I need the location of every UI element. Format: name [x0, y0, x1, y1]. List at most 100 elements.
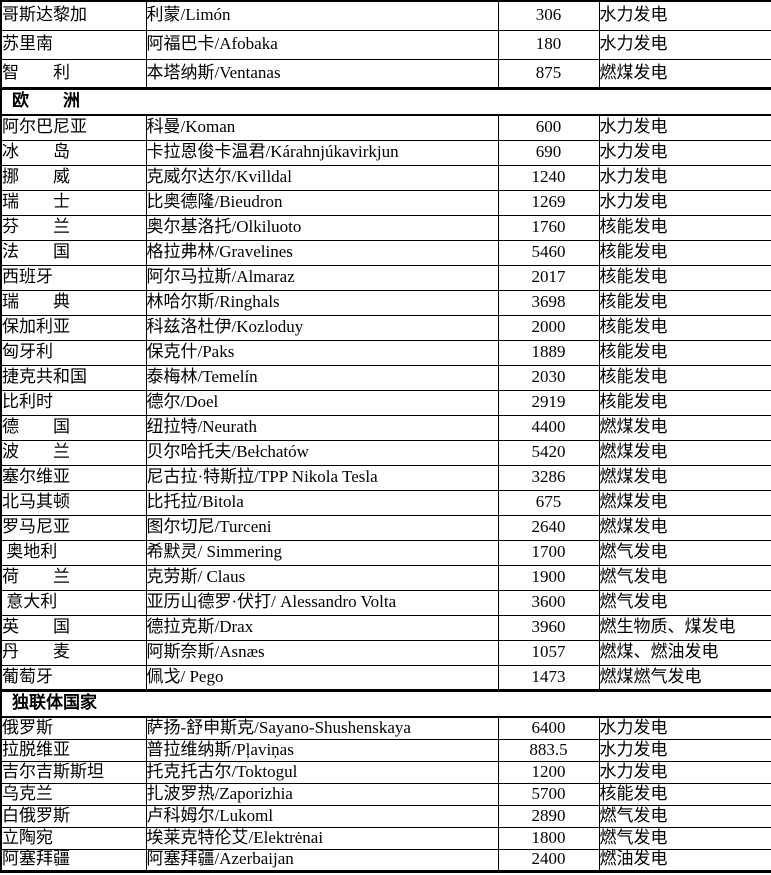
cell-capacity: 1269: [497, 189, 600, 216]
table-row: 立陶宛 埃莱克特伦艾/Elektrėnai 1800 燃气发电: [0, 826, 771, 850]
table-row: 荷 兰克劳斯/ Claus 1900 燃气发电: [0, 564, 771, 591]
cell-plant: 卢科姆尔/Lukoml: [145, 804, 499, 828]
table-row: 丹 麦阿斯奈斯/Asnæs 1057 燃煤、燃油发电: [0, 639, 771, 666]
cell-type: 核能发电: [598, 339, 771, 366]
table-row: 西班牙 阿尔马拉斯/Almaraz 2017 核能发电: [0, 264, 771, 291]
cell-country: 德 国: [0, 414, 147, 441]
cell-capacity: 1473: [497, 664, 600, 691]
table-row: 北马其顿 比托拉/Bitola 675 燃煤发电: [0, 489, 771, 516]
cell-capacity: 4400: [497, 414, 600, 441]
cell-capacity: 2030: [497, 364, 600, 391]
table-row: 匈牙利 保克什/Paks 1889 核能发电: [0, 339, 771, 366]
table-row: 波 兰贝尔哈托夫/Bełchatów 5420 燃煤发电: [0, 439, 771, 466]
cell-capacity: 875: [497, 58, 600, 89]
cell-type: 水力发电: [598, 164, 771, 191]
cell-type: 水力发电: [598, 0, 771, 31]
cell-plant: 克威尔达尔/Kvilldal: [145, 164, 499, 191]
cell-type: 燃气发电: [598, 826, 771, 850]
cell-plant: 埃莱克特伦艾/Elektrėnai: [145, 826, 499, 850]
cell-capacity: 1889: [497, 339, 600, 366]
cell-country: 俄罗斯: [0, 716, 147, 740]
cell-capacity: 2890: [497, 804, 600, 828]
cell-country: 罗马尼亚: [0, 514, 147, 541]
cell-country: 比利时: [0, 389, 147, 416]
cell-type: 燃煤发电: [598, 439, 771, 466]
cell-capacity: 1700: [497, 539, 600, 566]
cell-country: 阿塞拜疆: [0, 848, 147, 872]
cell-type: 燃油发电: [598, 848, 771, 872]
cell-country: 苏里南: [0, 29, 147, 60]
cell-country: 乌克兰: [0, 782, 147, 806]
cell-type: 水力发电: [598, 139, 771, 166]
cell-capacity: 5420: [497, 439, 600, 466]
cell-plant: 泰梅林/Temelín: [145, 364, 499, 391]
cell-country: 瑞 士: [0, 189, 147, 216]
cell-type: 燃煤发电: [598, 514, 771, 541]
cell-country: 英 国: [0, 614, 147, 641]
table-row: 捷克共和国 泰梅林/Temelín 2030 核能发电: [0, 364, 771, 391]
cell-type: 燃气发电: [598, 539, 771, 566]
table-row: 瑞 士比奥德隆/Bieudron 1269 水力发电: [0, 189, 771, 216]
cell-plant: 比奥德隆/Bieudron: [145, 189, 499, 216]
table-row: 英 国德拉克斯/Drax 3960 燃生物质、煤发电: [0, 614, 771, 641]
cell-capacity: 5700: [497, 782, 600, 806]
cell-capacity: 2017: [497, 264, 600, 291]
cell-country: 哥斯达黎加: [0, 0, 147, 31]
cell-type: 燃煤、燃油发电: [598, 639, 771, 666]
cell-country: 塞尔维亚: [0, 464, 147, 491]
cell-country: 西班牙: [0, 264, 147, 291]
cell-plant: 林哈尔斯/Ringhals: [145, 289, 499, 316]
cell-type: 燃气发电: [598, 589, 771, 616]
cell-type: 燃煤发电: [598, 414, 771, 441]
cell-capacity: 5460: [497, 239, 600, 266]
table-row: 白俄罗斯 卢科姆尔/Lukoml 2890 燃气发电: [0, 804, 771, 828]
table-row: 葡萄牙 佩戈/ Pego 1473 燃煤燃气发电: [0, 664, 771, 691]
section-header-row: 欧 洲: [0, 86, 771, 116]
cell-plant: 普拉维纳斯/Pļaviņas: [145, 738, 499, 762]
cell-plant: 德尔/Doel: [145, 389, 499, 416]
cell-plant: 保克什/Paks: [145, 339, 499, 366]
table-row: 挪 威克威尔达尔/Kvilldal 1240 水力发电: [0, 164, 771, 191]
table-row: 阿塞拜疆 阿塞拜疆/Azerbaijan 2400 燃油发电: [0, 848, 771, 872]
table-row: 法 国格拉弗林/Gravelines 5460 核能发电: [0, 239, 771, 266]
cell-plant: 贝尔哈托夫/Bełchatów: [145, 439, 499, 466]
cell-type: 核能发电: [598, 239, 771, 266]
table-row: 芬 兰奥尔基洛托/Olkiluoto 1760 核能发电: [0, 214, 771, 241]
table-row: 吉尔吉斯斯坦 托克托古尔/Toktogul 1200 水力发电: [0, 760, 771, 784]
section-header-label: 欧 洲: [0, 86, 771, 116]
cell-type: 水力发电: [598, 114, 771, 141]
cell-plant: 比托拉/Bitola: [145, 489, 499, 516]
cell-plant: 阿斯奈斯/Asnæs: [145, 639, 499, 666]
cell-capacity: 1760: [497, 214, 600, 241]
cell-country: 意大利: [0, 589, 147, 616]
cell-capacity: 1200: [497, 760, 600, 784]
cell-country: 法 国: [0, 239, 147, 266]
cell-type: 水力发电: [598, 738, 771, 762]
cell-type: 燃煤发电: [598, 489, 771, 516]
cell-plant: 亚历山德罗·伏打/ Alessandro Volta: [145, 589, 499, 616]
cell-plant: 奥尔基洛托/Olkiluoto: [145, 214, 499, 241]
cell-plant: 阿塞拜疆/Azerbaijan: [145, 848, 499, 872]
table-row: 德 国纽拉特/Neurath 4400 燃煤发电: [0, 414, 771, 441]
table-row: 智 利本塔纳斯/Ventanas 875 燃煤发电: [0, 58, 771, 89]
cell-country: 保加利亚: [0, 314, 147, 341]
cell-type: 核能发电: [598, 289, 771, 316]
cell-capacity: 883.5: [497, 738, 600, 762]
cell-country: 瑞 典: [0, 289, 147, 316]
cell-country: 匈牙利: [0, 339, 147, 366]
cell-plant: 纽拉特/Neurath: [145, 414, 499, 441]
cell-country: 奥地利: [0, 539, 147, 566]
cell-capacity: 1057: [497, 639, 600, 666]
table-row: 冰 岛卡拉恩俊卡温君/Kárahnjúkavirkjun 690 水力发电: [0, 139, 771, 166]
cell-capacity: 1900: [497, 564, 600, 591]
cell-plant: 希默灵/ Simmering: [145, 539, 499, 566]
table-row: 比利时 德尔/Doel 2919 核能发电: [0, 389, 771, 416]
cell-plant: 德拉克斯/Drax: [145, 614, 499, 641]
table-row: 意大利 亚历山德罗·伏打/ Alessandro Volta 3600 燃气发电: [0, 589, 771, 616]
table-row: 拉脱维亚 普拉维纳斯/Pļaviņas 883.5 水力发电: [0, 738, 771, 762]
cell-capacity: 1240: [497, 164, 600, 191]
cell-plant: 克劳斯/ Claus: [145, 564, 499, 591]
